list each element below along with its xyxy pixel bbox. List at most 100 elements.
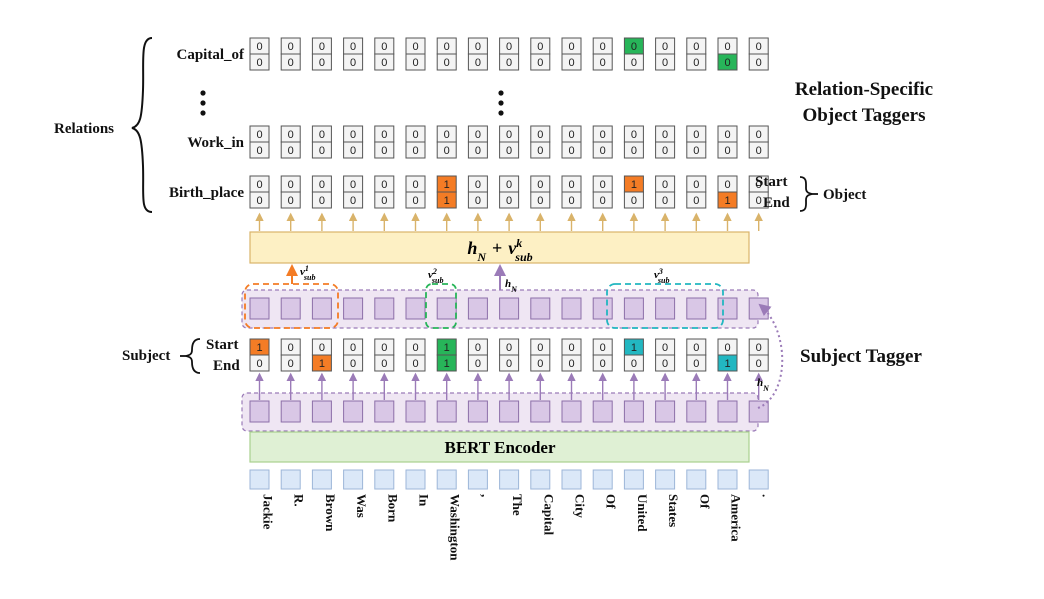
token-label: City	[573, 494, 588, 518]
subject-start-value: 1	[444, 342, 450, 354]
relation-1-start-value: 0	[724, 129, 730, 141]
object-brace	[799, 176, 818, 212]
relation-2-end-cell	[405, 191, 426, 209]
token-label: Born	[385, 494, 400, 523]
subject-vector-square	[748, 297, 769, 320]
relation-2-end-value: 0	[475, 195, 481, 207]
relation-2-end-value: 0	[319, 195, 325, 207]
token-hidden-square	[655, 400, 676, 423]
relation-1-end-cell	[280, 141, 301, 159]
relation-0-end-value: 0	[350, 57, 356, 69]
token-hidden-square	[343, 400, 364, 423]
relation-2-start-value: 0	[662, 179, 668, 191]
relation-2-end-cell	[530, 191, 551, 209]
relation-0-end-value: 0	[412, 57, 418, 69]
relation-1-end-cell	[467, 141, 488, 159]
subject-tagger-title: Subject Tagger	[800, 346, 922, 367]
v-sub-3-box	[606, 283, 724, 329]
relation-0-start-value: 0	[662, 41, 668, 53]
subject-vector-square	[374, 297, 395, 320]
relation-1-end-cell	[374, 141, 395, 159]
subject-start-value: 0	[288, 342, 294, 354]
relation-1-end-cell	[655, 141, 676, 159]
relation-1-end-value: 0	[631, 145, 637, 157]
subject-end-cell	[311, 354, 332, 372]
subject-end-cell	[592, 354, 613, 372]
subject-end-cell	[748, 354, 769, 372]
relation-2-end-value: 0	[506, 195, 512, 207]
relation-rows: Capital_of 0 0 0 0 0 0 0 0 0 0 0 0 0 0 0 0 0 0 0 0 0 0 0 0 0 0 0 0 0 0…	[169, 37, 769, 209]
relation-2-start-value: 0	[412, 179, 418, 191]
token-box	[499, 469, 520, 490]
subject-start-value: 0	[662, 342, 668, 354]
relation-0-start-value: 0	[600, 41, 606, 53]
relation-1-end-value: 0	[600, 145, 606, 157]
token-hidden-square	[249, 400, 270, 423]
token-hidden-square	[405, 400, 426, 423]
subject-end-value: 0	[568, 358, 574, 370]
relation-2-end-value: 0	[756, 195, 762, 207]
subject-end-value: 0	[350, 358, 356, 370]
subject-end-value: 0	[256, 358, 262, 370]
relation-1-start-value: 0	[256, 129, 262, 141]
relation-0-end-value: 0	[288, 57, 294, 69]
relation-title-line1: Relation-Specific	[795, 79, 933, 100]
relation-2-end-cell	[343, 191, 364, 209]
relation-2-start-value: 0	[600, 179, 606, 191]
relation-2-end-cell	[467, 191, 488, 209]
relation-row-label: Capital_of	[177, 47, 246, 63]
subject-start-value: 0	[350, 342, 356, 354]
relation-2-start-value: 0	[756, 179, 762, 191]
token-box	[405, 469, 426, 490]
subject-end-value: 0	[506, 358, 512, 370]
fusion-to-tagger-arrows	[255, 212, 763, 231]
v-sub-1-box	[244, 283, 339, 329]
token-box	[311, 469, 332, 490]
subject-start-value: 0	[537, 342, 543, 354]
relation-0-end-cell	[374, 53, 395, 71]
relation-2-start-value: 0	[568, 179, 574, 191]
relation-1-end-value: 0	[475, 145, 481, 157]
relation-1-start-value: 0	[350, 129, 356, 141]
relation-1-end-value: 0	[756, 145, 762, 157]
subject-end-cell	[374, 354, 395, 372]
relation-2-end-cell	[717, 191, 738, 209]
relation-2-end-cell	[655, 191, 676, 209]
relation-2-end-value: 0	[600, 195, 606, 207]
subject-end-value: 0	[756, 358, 762, 370]
subject-vector-squares	[249, 297, 769, 320]
token-label: The	[510, 494, 525, 516]
subject-start-value: 0	[756, 342, 762, 354]
subject-end-value: 0	[631, 358, 637, 370]
token-hidden-square	[467, 400, 488, 423]
subject-end-cell	[343, 354, 364, 372]
relation-1-end-cell	[311, 141, 332, 159]
token-label: Of	[604, 494, 619, 509]
relation-2-start-value: 0	[288, 179, 294, 191]
relation-1-end-value: 0	[350, 145, 356, 157]
object-label: Object	[823, 187, 866, 203]
bert-encoder	[249, 431, 750, 463]
subject-end-cell	[623, 354, 644, 372]
relation-0-end-cell	[249, 53, 270, 71]
relation-0-start-value: 0	[506, 41, 512, 53]
relations-brace	[131, 37, 153, 213]
relations-label: Relations	[54, 121, 114, 137]
relation-0-start-value: 0	[756, 41, 762, 53]
relation-title-line2: Object Taggers	[803, 105, 926, 126]
subject-start-value: 0	[412, 342, 418, 354]
relation-1-end-value: 0	[444, 145, 450, 157]
relation-2-start-value: 0	[475, 179, 481, 191]
token-box	[717, 469, 738, 490]
relation-1-end-cell	[748, 141, 769, 159]
relation-2-end-value: 0	[537, 195, 543, 207]
relation-1-start-value: 0	[444, 129, 450, 141]
relation-1-end-cell	[686, 141, 707, 159]
relation-0-end-cell	[561, 53, 582, 71]
relation-1-end-value: 0	[381, 145, 387, 157]
subject-end-cell	[530, 354, 551, 372]
relation-0-end-value: 0	[756, 57, 762, 69]
relation-1-start-value: 0	[475, 129, 481, 141]
subject-start-value: 0	[475, 342, 481, 354]
